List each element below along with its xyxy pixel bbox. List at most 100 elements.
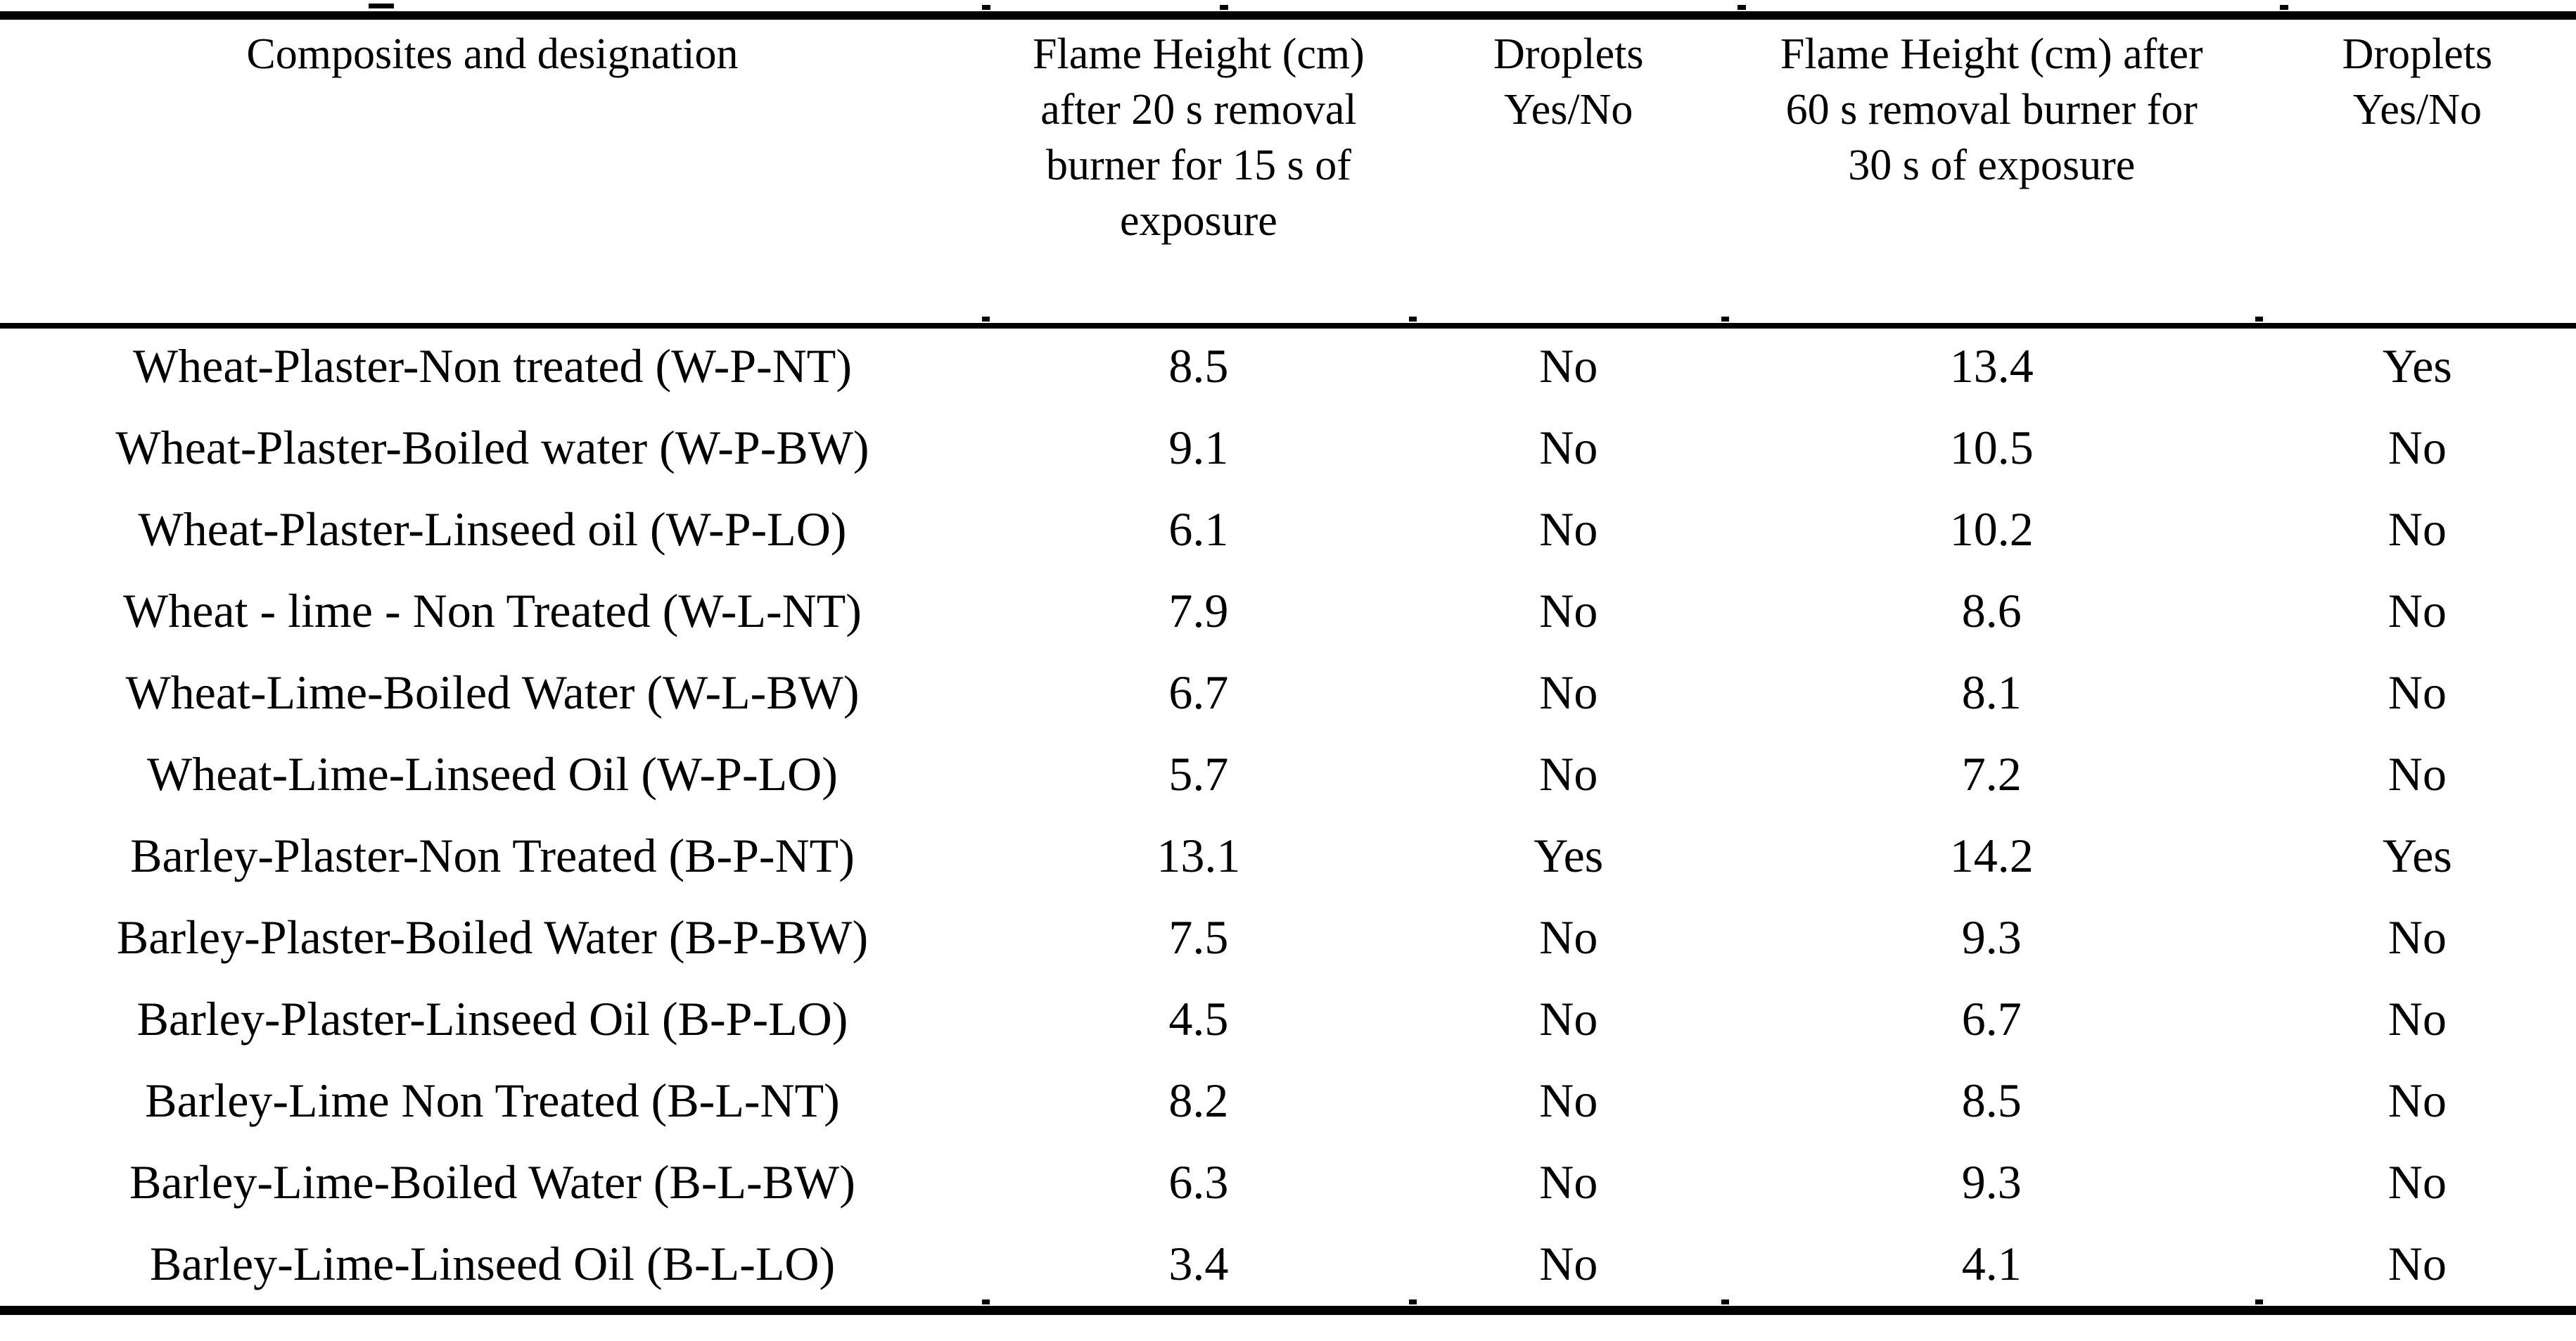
droplets-60s-cell: No	[2387, 665, 2447, 719]
droplets-60s-cell: No	[2387, 1155, 2447, 1209]
header-line: 60 s removal burner for	[1785, 86, 2198, 134]
flame-60s-cell: 8.1	[1961, 665, 2022, 719]
flame-20s-cell: 7.5	[1168, 910, 1229, 964]
table-row: Wheat - lime - Non Treated (W-L-NT) 7.9 …	[0, 570, 2576, 652]
scan-tick	[1409, 1299, 1417, 1304]
table-row: Wheat-Plaster-Boiled water (W-P-BW) 9.1 …	[0, 407, 2576, 488]
flame-20s-cell: 9.1	[1168, 420, 1229, 474]
flame-60s-cell: 4.1	[1961, 1236, 2022, 1290]
droplets-20s-cell: Yes	[1534, 828, 1604, 882]
composite-cell: Wheat-Lime-Linseed Oil (W-P-LO)	[147, 746, 838, 801]
header-line: Droplets	[2342, 30, 2493, 78]
table-row: Barley-Lime-Linseed Oil (B-L-LO) 3.4 No …	[0, 1223, 2576, 1304]
top-rule	[0, 11, 2576, 20]
droplets-20s-cell: No	[1539, 1155, 1598, 1209]
droplets-20s-cell: No	[1539, 583, 1598, 637]
flame-60s-cell: 9.3	[1961, 910, 2022, 964]
composite-cell: Wheat-Plaster-Non treated (W-P-NT)	[132, 338, 852, 393]
header-droplets-60s: Droplets Yes/No	[2259, 27, 2576, 138]
header-line: Flame Height (cm)	[1033, 30, 1365, 78]
droplets-60s-cell: No	[2387, 502, 2447, 556]
composite-cell: Barley-Lime-Linseed Oil (B-L-LO)	[149, 1236, 836, 1290]
scan-tick	[1721, 1299, 1729, 1304]
scan-tick	[982, 5, 990, 10]
header-line: 30 s of exposure	[1848, 141, 2136, 189]
composite-cell: Wheat-Lime-Boiled Water (W-L-BW)	[125, 665, 860, 719]
bottom-rule	[0, 1306, 2576, 1315]
composite-cell: Barley-Plaster-Linseed Oil (B-P-LO)	[136, 991, 848, 1046]
droplets-60s-cell: No	[2387, 991, 2447, 1046]
droplets-60s-cell: Yes	[2382, 338, 2452, 393]
header-line: burner for 15 s of	[1045, 141, 1351, 189]
table-row: Barley-Plaster-Non Treated (B-P-NT) 13.1…	[0, 815, 2576, 896]
header-droplets-20s: Droplets Yes/No	[1413, 27, 1725, 138]
droplets-20s-cell: No	[1539, 420, 1598, 474]
table-row: Barley-Lime-Boiled Water (B-L-BW) 6.3 No…	[0, 1141, 2576, 1223]
header-line: after 20 s removal	[1040, 86, 1357, 134]
droplets-60s-cell: No	[2387, 746, 2447, 801]
scan-tick	[2255, 1299, 2263, 1304]
header-line: Flame Height (cm) after	[1780, 30, 2203, 78]
composite-cell: Wheat-Plaster-Linseed oil (W-P-LO)	[138, 502, 847, 556]
scan-tick	[2255, 317, 2263, 322]
flame-20s-cell: 8.5	[1168, 338, 1229, 393]
flame-20s-cell: 8.2	[1168, 1073, 1229, 1127]
composite-cell: Barley-Lime Non Treated (B-L-NT)	[145, 1073, 840, 1127]
flame-60s-cell: 6.7	[1961, 991, 2022, 1046]
header-line: exposure	[1120, 197, 1277, 245]
header-separator-rule	[0, 323, 2576, 329]
results-table-body: Wheat-Plaster-Non treated (W-P-NT) 8.5 N…	[0, 325, 2576, 1304]
scan-tick	[1737, 5, 1746, 10]
header-flame-20s: Flame Height (cm) after 20 s removal bur…	[985, 27, 1413, 249]
composite-cell: Barley-Plaster-Boiled Water (B-P-BW)	[116, 910, 869, 964]
flame-20s-cell: 7.9	[1168, 583, 1229, 637]
flame-60s-cell: 8.6	[1961, 583, 2022, 637]
flame-60s-cell: 7.2	[1961, 746, 2022, 801]
composite-cell: Barley-Lime-Boiled Water (B-L-BW)	[129, 1155, 855, 1209]
droplets-20s-cell: No	[1539, 991, 1598, 1046]
droplets-60s-cell: No	[2387, 910, 2447, 964]
table-row: Wheat-Plaster-Non treated (W-P-NT) 8.5 N…	[0, 325, 2576, 407]
flame-60s-cell: 13.4	[1949, 338, 2034, 393]
flame-20s-cell: 6.1	[1168, 502, 1229, 556]
scan-tick	[1409, 317, 1417, 322]
droplets-60s-cell: No	[2387, 1073, 2447, 1127]
scan-tick	[1721, 317, 1729, 322]
header-line: Yes/No	[2352, 86, 2482, 134]
scan-tick	[1220, 5, 1228, 10]
table-row: Wheat-Plaster-Linseed oil (W-P-LO) 6.1 N…	[0, 488, 2576, 570]
droplets-20s-cell: No	[1539, 1236, 1598, 1290]
composite-cell: Wheat - lime - Non Treated (W-L-NT)	[123, 583, 862, 637]
header-line: Yes/No	[1504, 86, 1633, 134]
flame-60s-cell: 10.5	[1949, 420, 2034, 474]
scan-tick	[369, 4, 394, 8]
scan-tick	[982, 1299, 990, 1304]
flame-20s-cell: 5.7	[1168, 746, 1229, 801]
header-flame-60s: Flame Height (cm) after 60 s removal bur…	[1725, 27, 2259, 193]
scan-tick	[982, 317, 990, 322]
droplets-60s-cell: Yes	[2382, 828, 2452, 882]
droplets-20s-cell: No	[1539, 502, 1598, 556]
composite-cell: Barley-Plaster-Non Treated (B-P-NT)	[130, 828, 855, 882]
droplets-20s-cell: No	[1539, 1073, 1598, 1127]
table-row: Barley-Plaster-Linseed Oil (B-P-LO) 4.5 …	[0, 978, 2576, 1060]
droplets-20s-cell: No	[1539, 746, 1598, 801]
table-row: Wheat-Lime-Boiled Water (W-L-BW) 6.7 No …	[0, 652, 2576, 733]
results-table: Wheat-Plaster-Non treated (W-P-NT) 8.5 N…	[0, 325, 2576, 1304]
flame-60s-cell: 10.2	[1949, 502, 2034, 556]
flame-60s-cell: 8.5	[1961, 1073, 2022, 1127]
flame-60s-cell: 9.3	[1961, 1155, 2022, 1209]
flame-20s-cell: 3.4	[1168, 1236, 1229, 1290]
droplets-60s-cell: No	[2387, 1236, 2447, 1290]
droplets-20s-cell: No	[1539, 338, 1598, 393]
table-row: Wheat-Lime-Linseed Oil (W-P-LO) 5.7 No 7…	[0, 733, 2576, 815]
header-line: Composites and designation	[246, 30, 739, 78]
table-header: Composites and designation Flame Height …	[0, 27, 2576, 249]
table-row: Barley-Lime Non Treated (B-L-NT) 8.2 No …	[0, 1060, 2576, 1141]
table-row: Barley-Plaster-Boiled Water (B-P-BW) 7.5…	[0, 896, 2576, 978]
flame-60s-cell: 14.2	[1949, 828, 2034, 882]
droplets-20s-cell: No	[1539, 665, 1598, 719]
flame-20s-cell: 13.1	[1156, 828, 1241, 882]
droplets-60s-cell: No	[2387, 583, 2447, 637]
